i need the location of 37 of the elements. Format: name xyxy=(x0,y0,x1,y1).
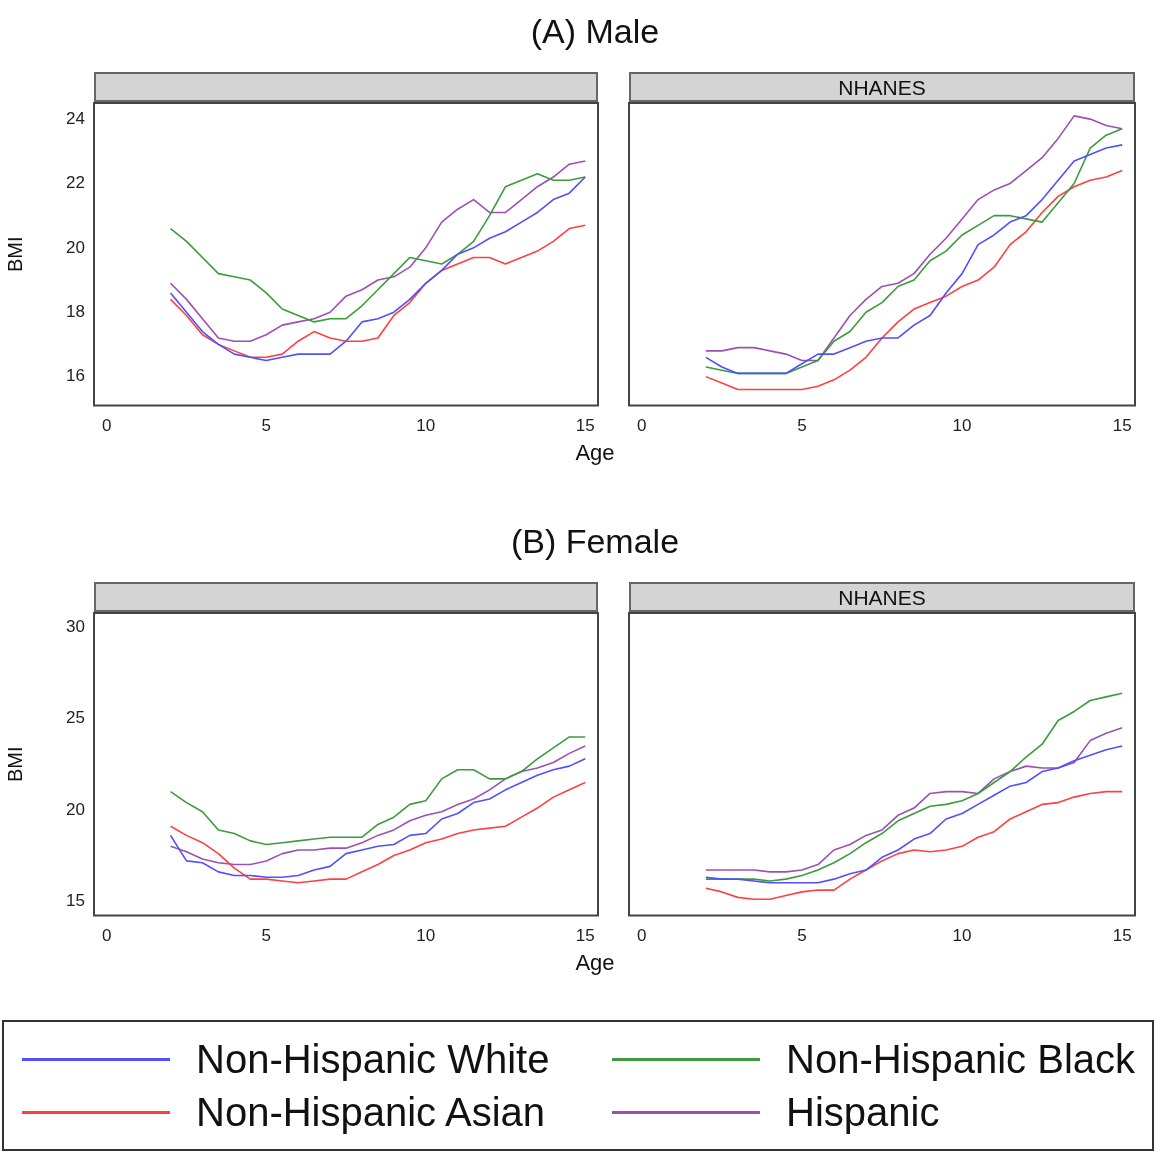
y-tick-label: 25 xyxy=(66,708,85,728)
chart-title: (A) Male xyxy=(529,12,661,51)
y-axis-title: BMI xyxy=(3,746,26,783)
y-tick-label: 20 xyxy=(66,237,85,257)
y-tick-label: 16 xyxy=(66,366,85,386)
legend-label: Non-Hispanic Black xyxy=(786,1036,1136,1082)
chart-subtitle: NHANES xyxy=(629,72,1135,102)
x-axis-title: Age xyxy=(574,440,616,466)
legend-label: Hispanic xyxy=(786,1089,940,1135)
x-axis-title: Age xyxy=(574,950,616,976)
x-tick-label: 10 xyxy=(416,926,436,946)
y-tick-label: 20 xyxy=(66,799,85,819)
x-tick-label: 10 xyxy=(952,926,972,946)
y-tick-label: 30 xyxy=(66,617,85,637)
chart-subtitle: NHANES xyxy=(629,582,1135,612)
x-tick-label: 0 xyxy=(102,416,112,436)
x-tick-label: 5 xyxy=(797,416,807,436)
x-tick-label: 15 xyxy=(575,926,595,946)
x-tick-label: 5 xyxy=(797,926,807,946)
x-tick-label: 10 xyxy=(952,416,972,436)
legend-label: Non-Hispanic White xyxy=(196,1036,550,1082)
x-tick-label: 0 xyxy=(102,926,112,946)
x-tick-label: 5 xyxy=(261,926,271,946)
x-tick-label: 0 xyxy=(637,926,647,946)
chart-title: (B) Female xyxy=(509,522,681,561)
x-tick-label: 15 xyxy=(575,416,595,436)
x-tick-label: 15 xyxy=(1112,416,1132,436)
x-tick-label: 0 xyxy=(637,416,647,436)
legend-label: Non-Hispanic Asian xyxy=(196,1089,546,1135)
y-axis-title: BMI xyxy=(3,236,26,273)
y-tick-label: 18 xyxy=(66,301,85,321)
y-tick-label: 24 xyxy=(66,108,85,128)
x-tick-label: 15 xyxy=(1112,926,1132,946)
y-tick-label: 22 xyxy=(66,173,85,193)
y-tick-label: 15 xyxy=(66,890,85,910)
x-tick-label: 5 xyxy=(261,416,271,436)
x-tick-label: 10 xyxy=(416,416,436,436)
